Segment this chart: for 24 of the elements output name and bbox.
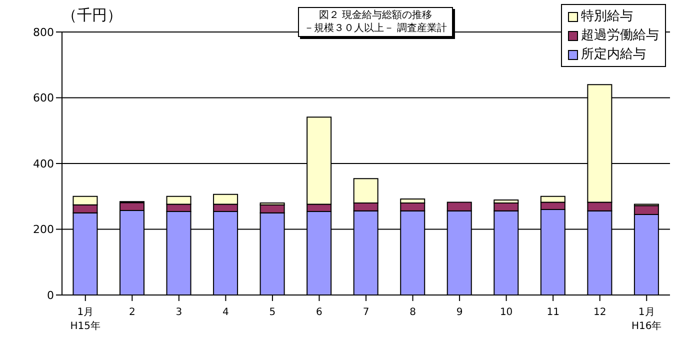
legend-label: 超過労働給与 [581, 27, 659, 45]
y-tick-label: 800 [33, 26, 54, 39]
x-tick-label: 11 [546, 307, 560, 318]
y-tick-label: 400 [33, 157, 54, 170]
y-axis-title: （千円） [62, 6, 122, 25]
x-tick-label: 6 [316, 307, 322, 318]
x-tick-label: 3 [176, 307, 182, 318]
legend-label: 所定内給与 [581, 46, 646, 64]
x-tick-label: 7 [362, 307, 370, 318]
x-tick-label: 2 [128, 307, 136, 318]
y-tick-label: 600 [33, 92, 54, 105]
y-tick-label: 200 [33, 223, 54, 236]
x-tick-label: 5 [269, 307, 276, 318]
x-tick-label: 4 [222, 307, 229, 318]
legend-label: 特別給与 [581, 8, 633, 26]
chart-subtitle: －規模３０人以上－ 調査産業計 [304, 22, 448, 35]
x-tick-label: 1月 H15年 [70, 307, 101, 332]
chart-title: 図２ 現金給与総額の推移 [318, 9, 434, 22]
y-tick-label: 0 [47, 288, 54, 302]
x-tick-label: 9 [456, 307, 463, 318]
x-tick-label: 8 [410, 307, 416, 318]
x-tick-label: 1月 H16年 [631, 307, 662, 332]
x-tick-label: 10 [500, 307, 513, 318]
x-tick-label: 12 [593, 307, 606, 318]
